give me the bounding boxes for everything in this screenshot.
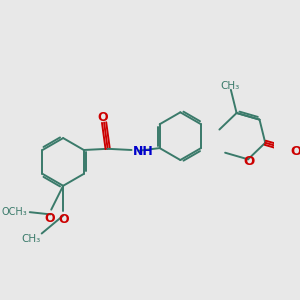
Text: CH₃: CH₃ bbox=[21, 234, 40, 244]
Text: NH: NH bbox=[133, 145, 154, 158]
Text: O: O bbox=[244, 155, 255, 169]
Text: O: O bbox=[45, 212, 56, 225]
Text: OCH₃: OCH₃ bbox=[2, 207, 27, 217]
Text: CH₃: CH₃ bbox=[220, 81, 239, 91]
Text: O: O bbox=[98, 111, 108, 124]
Text: O: O bbox=[290, 145, 300, 158]
Text: O: O bbox=[58, 213, 69, 226]
